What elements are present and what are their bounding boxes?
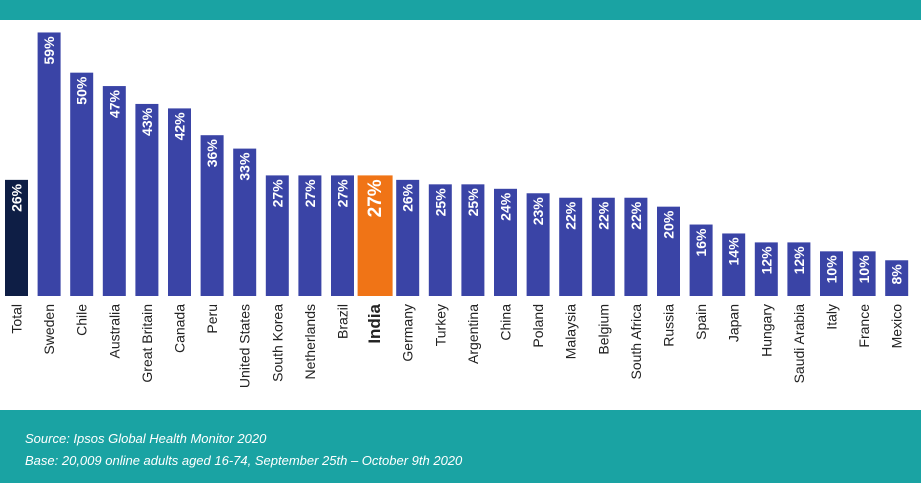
category-label: Poland bbox=[530, 304, 546, 348]
category-label: Brazil bbox=[335, 304, 351, 339]
category-label: Russia bbox=[661, 304, 677, 347]
category-label: France bbox=[856, 304, 872, 348]
value-label: 12% bbox=[758, 246, 774, 275]
category-label: South Korea bbox=[269, 304, 285, 382]
bar-spain bbox=[689, 224, 713, 296]
bar-germany bbox=[396, 179, 420, 296]
category-label: Mexico bbox=[889, 304, 905, 349]
category-label: Peru bbox=[204, 304, 220, 334]
bar-russia bbox=[657, 206, 680, 296]
category-label: Japan bbox=[726, 304, 742, 342]
category-label: Italy bbox=[824, 304, 840, 330]
category-label: China bbox=[498, 304, 514, 341]
value-label: 27% bbox=[335, 179, 351, 208]
value-label: 22% bbox=[628, 201, 644, 230]
bar-malaysia bbox=[559, 197, 583, 296]
bar-total bbox=[5, 179, 28, 296]
bar-mexico bbox=[885, 260, 909, 296]
category-label: India bbox=[365, 303, 384, 343]
bar-great-britain bbox=[135, 103, 159, 296]
value-label: 22% bbox=[563, 201, 579, 230]
value-label: 22% bbox=[595, 201, 611, 230]
value-label: 25% bbox=[465, 188, 481, 217]
bar-chile bbox=[70, 72, 94, 296]
top-band bbox=[0, 0, 921, 20]
category-label: Australia bbox=[106, 304, 122, 359]
category-label: Canada bbox=[172, 304, 188, 353]
value-label: 27% bbox=[269, 179, 285, 208]
value-label: 26% bbox=[9, 183, 25, 212]
bar-south-korea bbox=[265, 175, 289, 296]
source-note: Source: Ipsos Global Health Monitor 2020 bbox=[25, 431, 267, 446]
category-label: Great Britain bbox=[139, 304, 155, 383]
bar-peru bbox=[200, 135, 224, 296]
value-label: 10% bbox=[824, 255, 840, 284]
footer: Source: Ipsos Global Health Monitor 2020… bbox=[0, 410, 921, 483]
value-label: 33% bbox=[237, 152, 253, 181]
bar-netherlands bbox=[298, 175, 322, 296]
bar-india bbox=[357, 175, 393, 296]
bar-chart: 26% Total 59% Sweden 50% Chile 47% Australia 43%… bbox=[5, 32, 909, 388]
category-label: South Africa bbox=[628, 304, 644, 380]
base-note: Base: 20,009 online adults aged 16-74, S… bbox=[25, 453, 463, 468]
value-label: 23% bbox=[530, 197, 546, 226]
value-label: 47% bbox=[106, 90, 122, 119]
value-label: 10% bbox=[856, 255, 872, 284]
value-label: 8% bbox=[889, 264, 905, 285]
category-label: Sweden bbox=[41, 304, 57, 355]
category-label: Germany bbox=[400, 304, 416, 362]
category-label: Netherlands bbox=[302, 304, 318, 380]
value-label: 16% bbox=[693, 228, 709, 257]
value-label: 36% bbox=[204, 139, 220, 168]
category-label: Belgium bbox=[595, 304, 611, 355]
value-label: 20% bbox=[661, 210, 677, 239]
category-label: Chile bbox=[74, 304, 90, 336]
value-label: 42% bbox=[172, 112, 188, 141]
bar-australia bbox=[102, 86, 126, 296]
category-label: Total bbox=[9, 304, 25, 334]
bar-italy bbox=[820, 251, 843, 296]
value-label: 43% bbox=[139, 107, 155, 136]
bar-turkey bbox=[428, 184, 452, 296]
bar-belgium bbox=[591, 197, 615, 296]
bar-south-africa bbox=[624, 197, 648, 296]
bar-hungary bbox=[754, 242, 778, 296]
category-label: United States bbox=[237, 304, 253, 388]
bar-china bbox=[494, 188, 517, 296]
bar-japan bbox=[722, 233, 746, 296]
value-label: 27% bbox=[302, 179, 318, 208]
value-label: 59% bbox=[41, 36, 57, 65]
category-label: Spain bbox=[693, 304, 709, 340]
chart-area: 26% Total 59% Sweden 50% Chile 47% Australia 43%… bbox=[0, 20, 921, 410]
value-label: 25% bbox=[432, 188, 448, 217]
value-label: 26% bbox=[400, 183, 416, 212]
bar-canada bbox=[168, 108, 191, 297]
category-label: Hungary bbox=[758, 304, 774, 357]
bar-united-states bbox=[233, 148, 257, 296]
category-label: Malaysia bbox=[563, 304, 579, 359]
value-label: 27% bbox=[365, 179, 386, 217]
value-label: 24% bbox=[498, 192, 514, 221]
category-label: Saudi Arabia bbox=[791, 304, 807, 384]
bar-argentina bbox=[461, 184, 485, 296]
value-label: 14% bbox=[726, 237, 742, 266]
value-label: 50% bbox=[74, 76, 90, 105]
bar-poland bbox=[526, 193, 550, 296]
bar-france bbox=[852, 251, 876, 296]
value-label: 12% bbox=[791, 246, 807, 275]
category-label: Argentina bbox=[465, 304, 481, 364]
bar-saudi-arabia bbox=[787, 242, 811, 296]
bar-brazil bbox=[331, 175, 354, 296]
bar-sweden bbox=[37, 32, 61, 296]
category-label: Turkey bbox=[432, 304, 448, 346]
